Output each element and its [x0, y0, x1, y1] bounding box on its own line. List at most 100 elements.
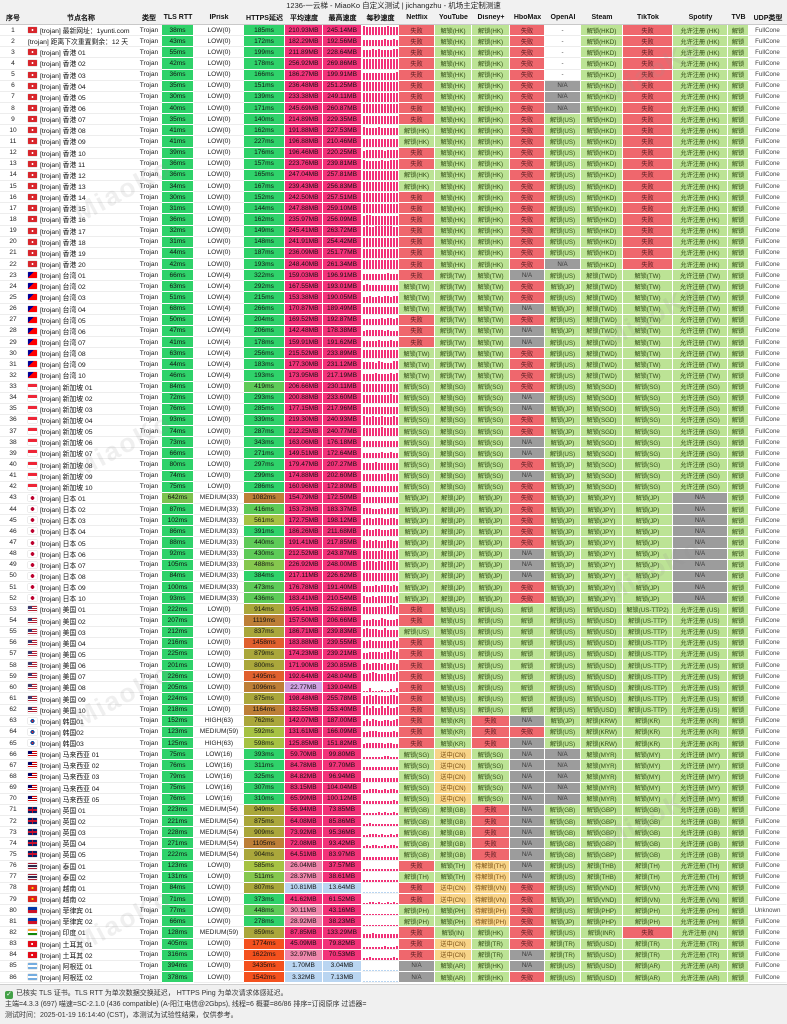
cell-openai: 解锁(US) — [545, 960, 581, 972]
cell-max-speed: 199.91MB — [323, 69, 362, 81]
cell-tiktok: 解锁(US-TTP) — [623, 615, 673, 627]
cell-udp-type: FullCone — [749, 92, 787, 103]
us-flag-icon — [28, 639, 37, 646]
spark-bar — [380, 150, 384, 158]
spark-bar — [368, 778, 372, 782]
cell-max-speed: 239.55MB — [323, 637, 362, 649]
spark-bar — [362, 934, 366, 938]
spark-bar — [395, 149, 399, 158]
spark-bar — [365, 81, 369, 91]
cell-node-name: [trojan] 日本 04 — [26, 526, 136, 538]
spark-bar — [374, 274, 378, 281]
spark-bar — [380, 980, 384, 983]
cell-openai: 解锁(US) — [545, 682, 581, 694]
cell-netflix: 解锁(GB) — [399, 815, 435, 828]
cell-disney-plus: 失败 — [472, 715, 510, 727]
spark-bar — [380, 857, 384, 860]
spark-bar — [380, 652, 384, 660]
cell-youtube: 解锁(SG) — [435, 448, 472, 460]
spark-bar — [371, 373, 375, 381]
spark-bar — [365, 260, 369, 270]
jp-flag-icon — [28, 550, 37, 557]
cell-avg-speed: 191.88MB — [285, 125, 323, 137]
cell-steam: 解锁(PHP) — [581, 916, 623, 928]
cell-disney-plus: 解锁(TW) — [472, 325, 510, 337]
table-row: 65 [trojan] 韩国03 Trojan 125ms HIGH(63) 598ms 1… — [0, 738, 787, 750]
cell-speed-sparkline — [362, 615, 399, 627]
cell-speed-sparkline — [362, 214, 399, 226]
cell-speed-sparkline — [362, 382, 399, 393]
cell-youtube: 解锁(GB) — [435, 815, 472, 828]
cell-avg-speed: 142.48MB — [285, 325, 323, 337]
spark-bar — [368, 204, 372, 214]
spark-bar — [365, 845, 369, 849]
spark-bar — [389, 428, 393, 437]
spark-bar — [383, 755, 387, 760]
spark-bar — [374, 823, 378, 827]
spark-bar — [395, 416, 399, 426]
spark-bar — [374, 902, 378, 905]
spark-bar — [395, 540, 399, 548]
cell-udp-type: FullCone — [749, 36, 787, 48]
cell-tiktok: 失败 — [623, 114, 673, 126]
cell-youtube: 解锁(HK) — [435, 236, 472, 248]
cell-youtube: 解锁(HK) — [435, 225, 472, 237]
cell-hbomax: N/A — [510, 960, 545, 972]
spark-bar — [392, 619, 396, 626]
node-name-text: [trojan] 香港 11 — [40, 161, 86, 169]
cell-speed-sparkline — [362, 359, 399, 371]
cell-spotify: 允许注册 (MY) — [673, 760, 728, 772]
cell-max-speed: 37.57MB — [323, 860, 362, 872]
cell-tvb: 解锁 — [728, 838, 749, 850]
cell-iprisk: LOW(0) — [194, 939, 244, 950]
spark-bar — [374, 789, 378, 793]
cell-tvb: 解锁 — [728, 36, 749, 48]
spark-bar — [389, 845, 393, 849]
spark-bar — [365, 619, 369, 626]
cell-steam: 解锁(SGD) — [581, 381, 623, 393]
cell-speed-sparkline — [362, 805, 399, 816]
cell-disney-plus: 失败 — [472, 849, 510, 861]
col-header-https-latency: HTTPS延迟 — [246, 14, 283, 22]
cell-udp-type: FullCone — [749, 248, 787, 259]
cell-speed-sparkline — [362, 727, 399, 738]
cell-https-latency: 162ms — [244, 125, 285, 137]
cell-disney-plus: 解锁(TW) — [472, 348, 510, 360]
cell-udp-type: FullCone — [749, 47, 787, 59]
cell-netflix: 失败 — [399, 726, 435, 738]
cell-hbomax: 解锁 — [510, 637, 545, 649]
spark-bar — [362, 640, 366, 648]
cell-spotify: 允许注册 (SG) — [673, 381, 728, 393]
cell-spotify: 允许注册 (HK) — [673, 47, 728, 59]
spark-bar — [374, 72, 378, 80]
spark-bar — [377, 596, 381, 604]
cell-hbomax: 失败 — [510, 938, 545, 950]
cell-steam: 解锁(HKD) — [581, 36, 623, 48]
cell-spotify: 允许注册 (VN) — [673, 893, 728, 906]
cell-steam: 解锁(TWD) — [581, 370, 623, 382]
cell-disney-plus: 解锁(JP) — [472, 548, 510, 560]
spark-bar — [371, 629, 375, 637]
spark-bar — [389, 273, 393, 281]
spark-bar — [392, 507, 396, 515]
spark-bar — [371, 913, 375, 916]
table-row: 9 [trojan] 香港 07 Trojan 35ms LOW(0) 140ms 214.… — [0, 114, 787, 126]
spark-bar — [386, 407, 390, 414]
hk-flag-icon — [28, 261, 37, 268]
cell-node-name: [trojan] 日本 06 — [26, 549, 136, 560]
cell-avg-speed: 212.25MB — [285, 426, 323, 438]
spark-bar — [383, 330, 387, 336]
spark-bar — [377, 823, 381, 827]
node-name-text: [trojan] 日本 09 — [40, 585, 86, 593]
node-name-text: [trojan] 日本 04 — [40, 529, 86, 537]
spark-bar — [362, 341, 366, 348]
cell-steam: 解锁(JPY) — [581, 526, 623, 538]
node-name-text: [trojan] 台湾 05 — [40, 317, 86, 325]
spark-bar — [377, 629, 381, 637]
spark-bar — [389, 689, 393, 693]
cell-udp-type: FullCone — [749, 437, 787, 449]
cell-tvb: 解锁 — [728, 593, 749, 605]
spark-bar — [374, 284, 378, 292]
cell-disney-plus: 解锁(SG) — [472, 381, 510, 393]
spark-bar — [383, 788, 387, 793]
